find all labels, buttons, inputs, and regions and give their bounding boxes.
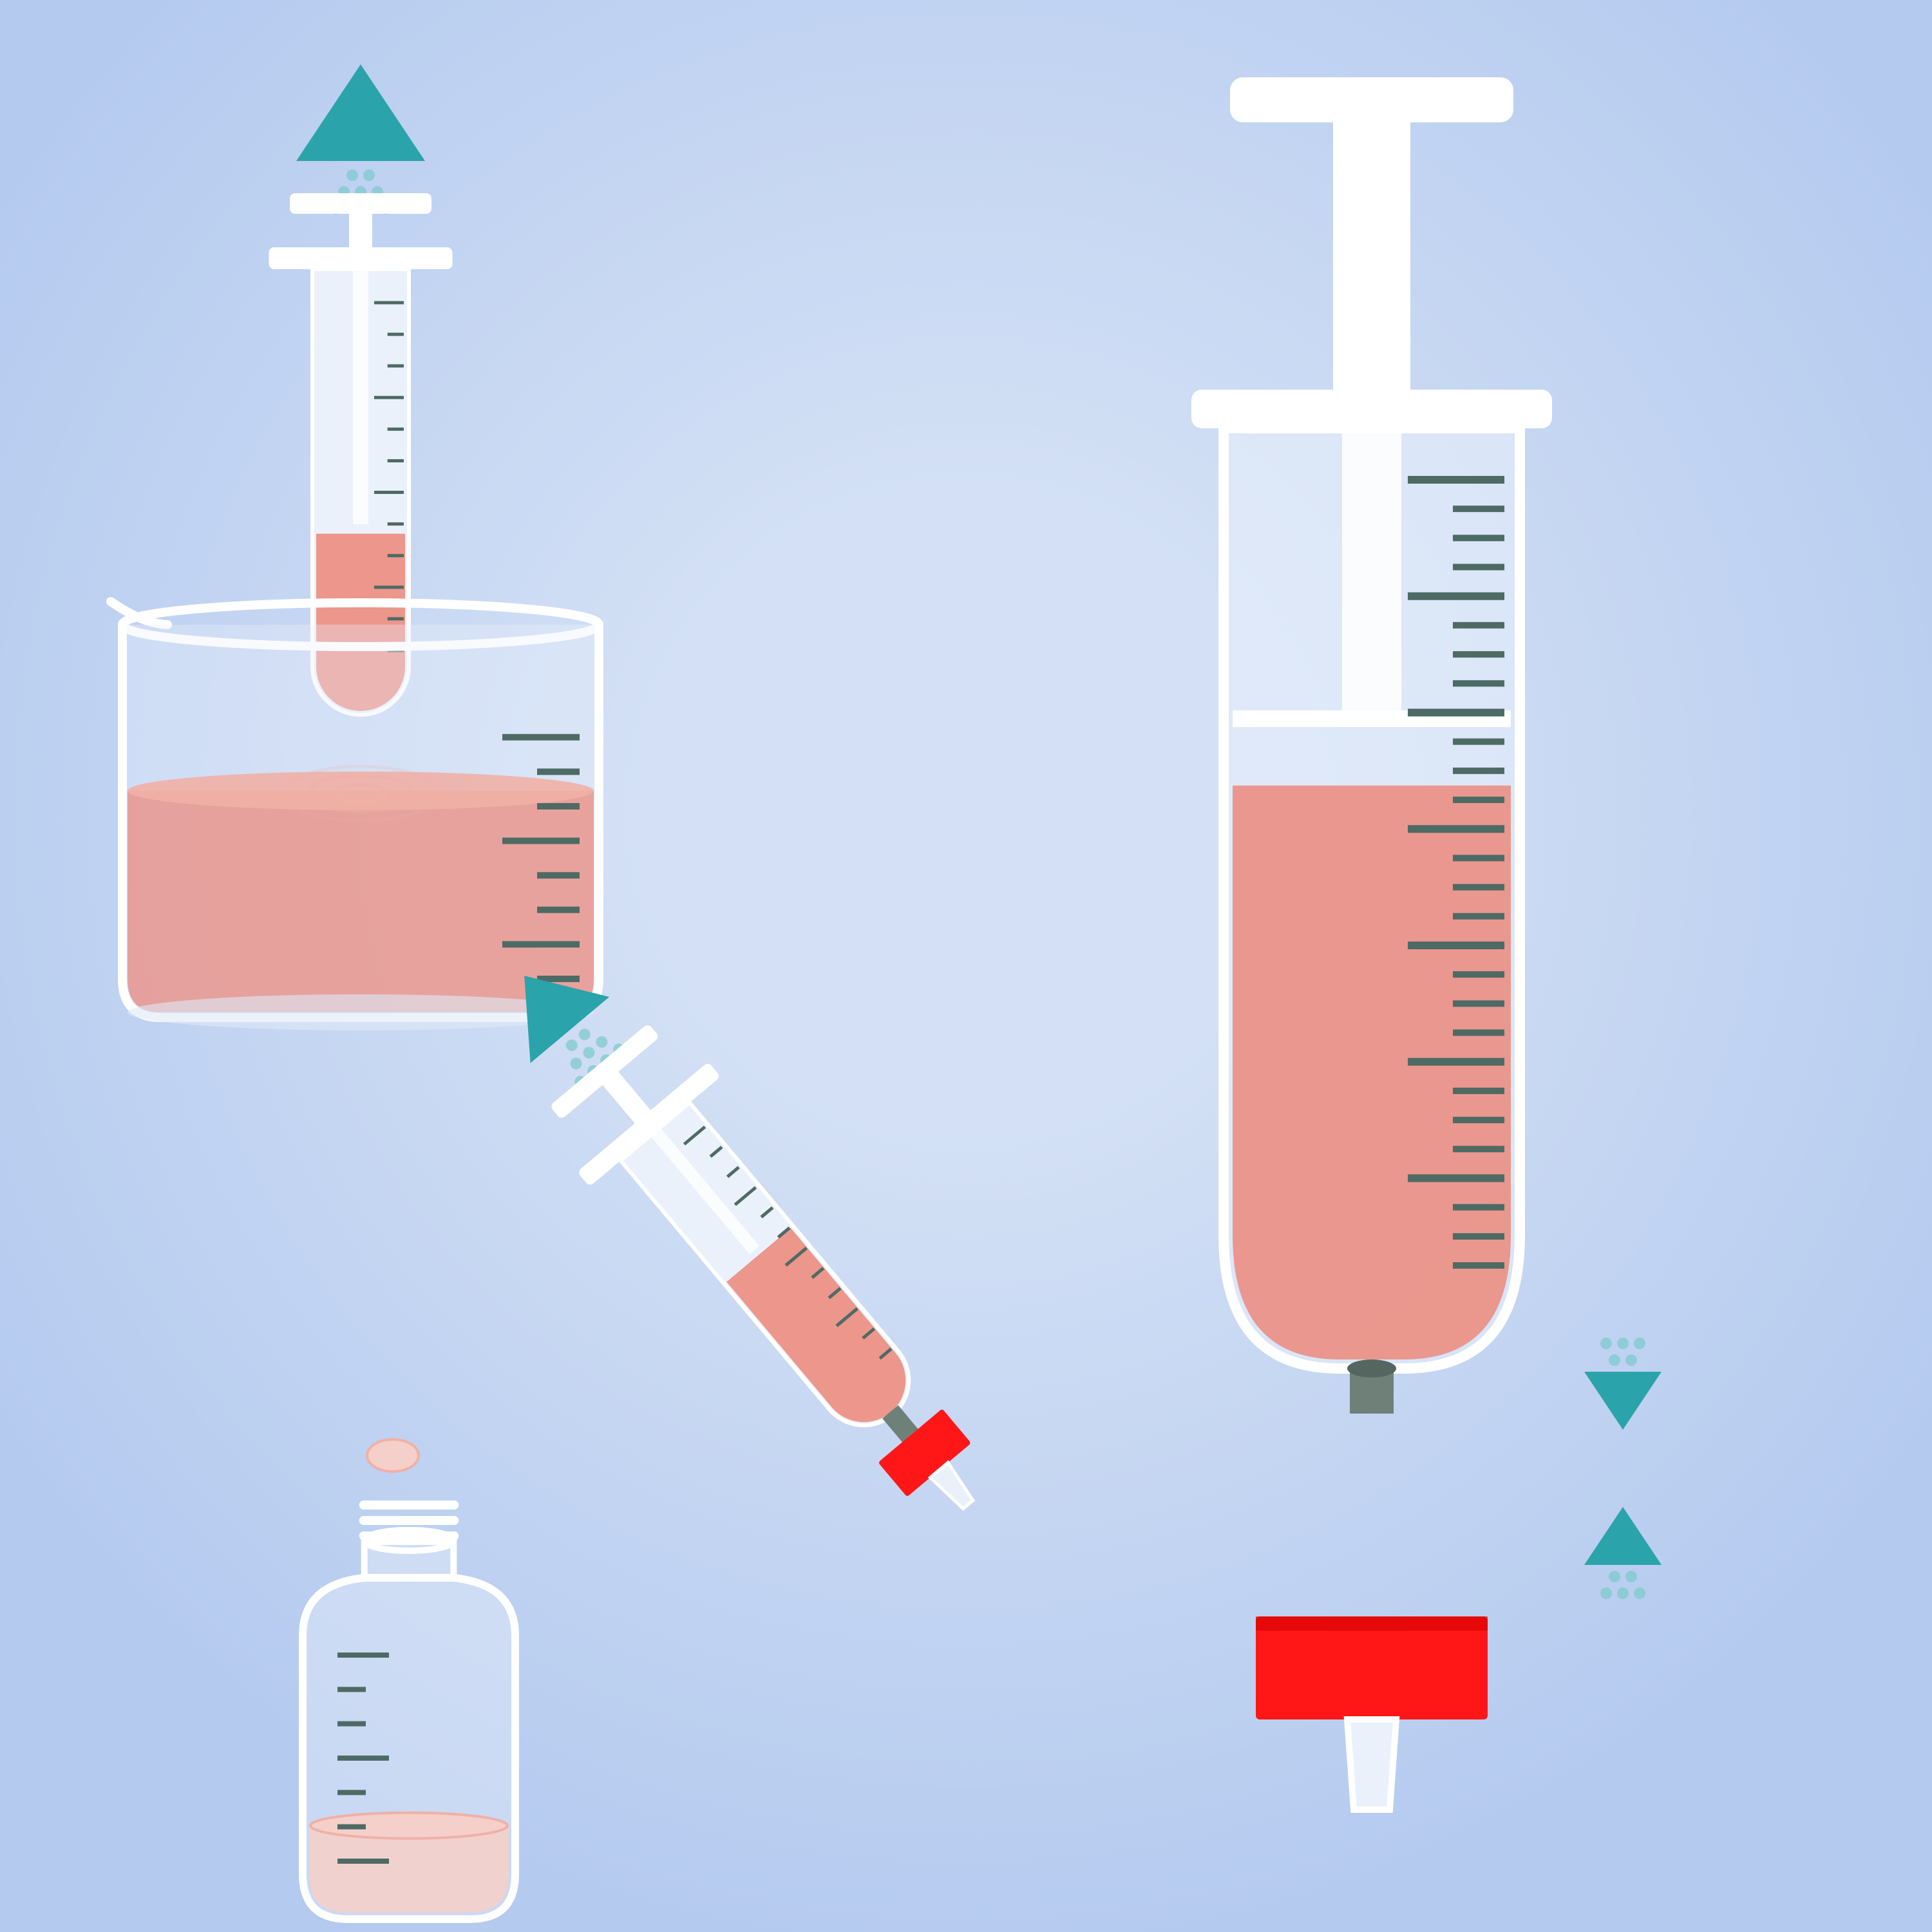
up-arrow-icon — [296, 64, 425, 161]
up-arrow-icon — [1584, 1507, 1662, 1565]
syringe-angled — [459, 921, 998, 1560]
filter-icon — [1256, 1616, 1488, 1719]
step3-illustration — [225, 889, 998, 1932]
infographic-canvas — [0, 0, 1932, 1932]
liquid-drop — [367, 1439, 419, 1472]
down-arrow-icon — [1584, 1372, 1662, 1430]
step2-illustration — [1140, 39, 1752, 1874]
